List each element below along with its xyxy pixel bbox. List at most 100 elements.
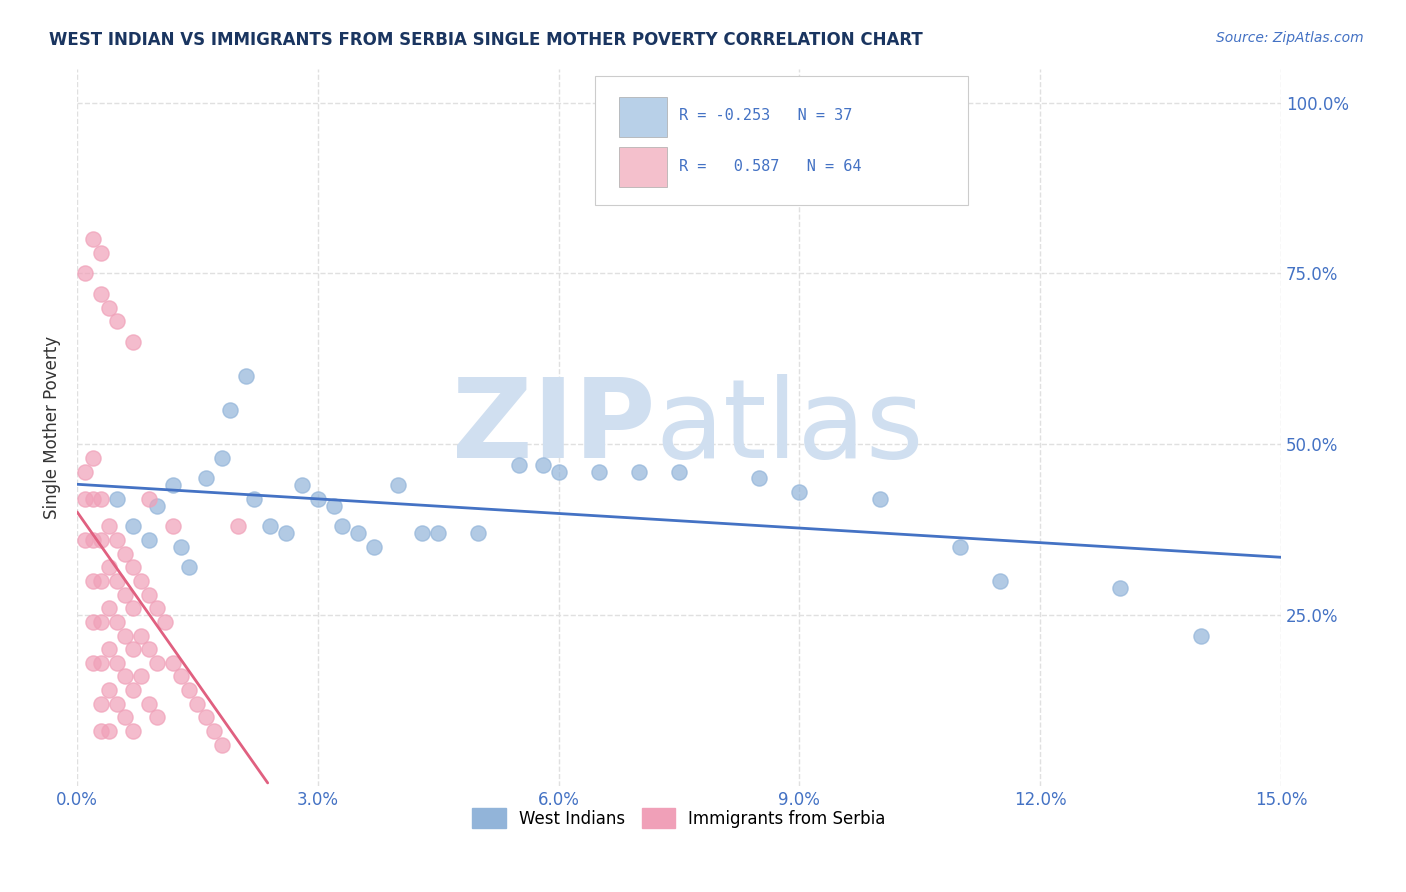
Point	[202, 724, 225, 739]
Point	[82, 232, 104, 246]
Point	[411, 526, 433, 541]
Text: R = -0.253   N = 37: R = -0.253 N = 37	[679, 108, 852, 122]
Point	[122, 519, 145, 533]
Point	[82, 491, 104, 506]
Point	[98, 301, 121, 315]
Point	[122, 560, 145, 574]
Point	[98, 601, 121, 615]
Point	[114, 547, 136, 561]
Point	[347, 526, 370, 541]
Point	[259, 519, 281, 533]
Point	[114, 710, 136, 724]
Point	[105, 533, 128, 547]
Point	[138, 491, 160, 506]
Point	[90, 246, 112, 260]
Point	[322, 499, 344, 513]
Point	[75, 491, 97, 506]
Point	[170, 540, 193, 554]
Point	[82, 533, 104, 547]
Point	[789, 485, 811, 500]
Point	[949, 540, 972, 554]
Point	[122, 683, 145, 698]
Point	[146, 656, 169, 670]
Point	[105, 615, 128, 629]
Point	[138, 533, 160, 547]
Point	[179, 683, 201, 698]
Point	[226, 519, 249, 533]
Point	[129, 574, 152, 588]
Text: ZIP: ZIP	[451, 374, 655, 481]
Point	[869, 491, 891, 506]
Point	[122, 724, 145, 739]
Point	[155, 615, 177, 629]
Point	[242, 491, 264, 506]
Point	[547, 465, 569, 479]
Point	[105, 656, 128, 670]
Point	[668, 465, 690, 479]
Point	[211, 450, 233, 465]
Point	[531, 458, 554, 472]
Point	[129, 669, 152, 683]
Point	[105, 314, 128, 328]
Point	[1109, 581, 1132, 595]
Point	[75, 533, 97, 547]
FancyBboxPatch shape	[595, 76, 967, 205]
Point	[170, 669, 193, 683]
Point	[129, 628, 152, 642]
Point	[90, 491, 112, 506]
Point	[75, 465, 97, 479]
Point	[218, 403, 240, 417]
Point	[162, 519, 184, 533]
Point	[98, 519, 121, 533]
Point	[75, 267, 97, 281]
Text: R =   0.587   N = 64: R = 0.587 N = 64	[679, 160, 862, 174]
Point	[146, 710, 169, 724]
Point	[114, 628, 136, 642]
Text: Source: ZipAtlas.com: Source: ZipAtlas.com	[1216, 31, 1364, 45]
Point	[588, 465, 610, 479]
Point	[122, 601, 145, 615]
Point	[114, 669, 136, 683]
Point	[90, 615, 112, 629]
Point	[114, 587, 136, 601]
Point	[98, 683, 121, 698]
Point	[138, 697, 160, 711]
Point	[162, 656, 184, 670]
Point	[194, 471, 217, 485]
Point	[98, 560, 121, 574]
Point	[122, 642, 145, 657]
Point	[82, 615, 104, 629]
Point	[138, 642, 160, 657]
Point	[162, 478, 184, 492]
Point	[194, 710, 217, 724]
Point	[82, 656, 104, 670]
Legend: West Indians, Immigrants from Serbia: West Indians, Immigrants from Serbia	[465, 801, 893, 835]
Point	[274, 526, 297, 541]
Point	[1189, 628, 1212, 642]
Point	[363, 540, 385, 554]
Point	[82, 450, 104, 465]
Point	[186, 697, 208, 711]
Point	[307, 491, 329, 506]
Point	[138, 587, 160, 601]
Text: atlas: atlas	[655, 374, 924, 481]
Point	[122, 334, 145, 349]
Text: WEST INDIAN VS IMMIGRANTS FROM SERBIA SINGLE MOTHER POVERTY CORRELATION CHART: WEST INDIAN VS IMMIGRANTS FROM SERBIA SI…	[49, 31, 922, 49]
Point	[627, 465, 650, 479]
Point	[90, 697, 112, 711]
Point	[330, 519, 353, 533]
Point	[235, 368, 257, 383]
Point	[146, 499, 169, 513]
Point	[90, 287, 112, 301]
Point	[90, 533, 112, 547]
Point	[291, 478, 314, 492]
Point	[427, 526, 450, 541]
Point	[98, 724, 121, 739]
Point	[211, 738, 233, 752]
Point	[179, 560, 201, 574]
Point	[90, 574, 112, 588]
Point	[467, 526, 489, 541]
Point	[105, 697, 128, 711]
Point	[82, 574, 104, 588]
Point	[988, 574, 1011, 588]
